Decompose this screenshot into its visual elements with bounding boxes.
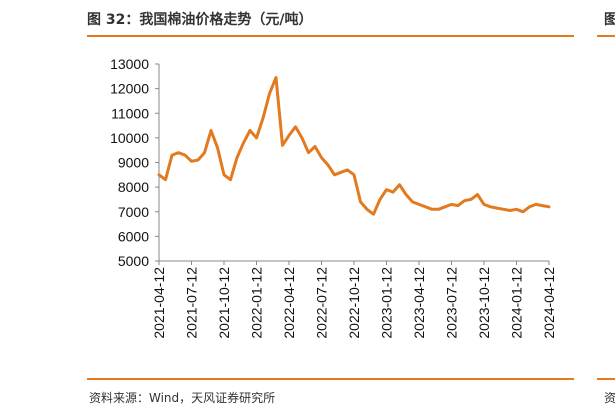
y-tick-label: 12000 xyxy=(110,81,149,97)
header-rule xyxy=(87,35,574,37)
x-tick-label: 2024-04-12 xyxy=(541,267,557,339)
x-tick-label: 2021-04-12 xyxy=(151,267,167,339)
y-tick-label: 5000 xyxy=(118,253,149,269)
y-tick-label: 9000 xyxy=(118,155,149,171)
next-panel-header-rule xyxy=(597,35,615,37)
x-tick-label: 2021-07-12 xyxy=(184,267,200,339)
x-tick-label: 2022-07-12 xyxy=(314,267,330,339)
y-tick-label: 6000 xyxy=(118,228,149,244)
x-tick-label: 2022-10-12 xyxy=(346,267,362,339)
y-tick-label: 8000 xyxy=(118,179,149,195)
x-tick-label: 2023-04-12 xyxy=(411,267,427,339)
next-panel-title-fragment: 图 xyxy=(604,12,615,28)
next-panel-source-fragment: 资 xyxy=(604,391,615,405)
x-tick-label: 2022-04-12 xyxy=(281,267,297,339)
series-line-cotton-oil-price xyxy=(157,76,551,216)
x-tick-label: 2023-07-12 xyxy=(444,267,460,339)
y-axis: 5000 6000 7000 8000 9000 10000 11000 12000 13000 xyxy=(110,56,160,269)
x-tick-label: 2021-10-12 xyxy=(216,267,232,339)
y-tick-label: 10000 xyxy=(110,130,149,146)
y-tick-label: 13000 xyxy=(110,56,149,72)
next-panel-footer-rule xyxy=(597,378,615,380)
x-tick-label: 2023-10-12 xyxy=(476,267,492,339)
footer-rule xyxy=(87,378,574,380)
source-note: 资料来源：Wind，天风证券研究所 xyxy=(89,391,276,405)
chart-title: 图 32：我国棉油价格走势（元/吨） xyxy=(87,12,313,28)
x-tick-label: 2023-01-12 xyxy=(379,267,395,339)
x-tick-label: 2024-01-12 xyxy=(509,267,525,339)
y-tick-label: 11000 xyxy=(111,105,149,121)
x-tick-label: 2022-01-12 xyxy=(249,267,265,339)
y-tick-label: 7000 xyxy=(118,204,149,220)
x-axis: 2021-04-12 2021-07-12 2021-10-12 2022-01-12… xyxy=(151,260,557,339)
